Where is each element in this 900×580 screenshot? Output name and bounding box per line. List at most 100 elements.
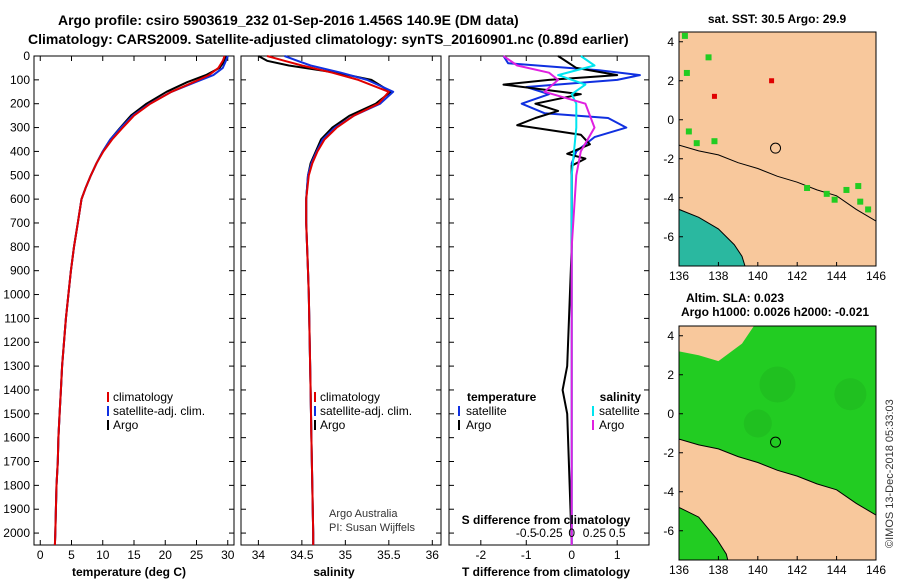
- legend-label: Argo: [599, 418, 625, 432]
- legend-label: satellite: [466, 404, 507, 418]
- y-tick-label: 200: [10, 97, 30, 111]
- y-tick-label: 1000: [3, 288, 30, 302]
- map-x-tick-label: 144: [827, 563, 847, 577]
- map-y-tick-label: -6: [663, 230, 674, 244]
- argo-position-marker: [770, 436, 782, 448]
- map-x-tick-label: 140: [748, 563, 768, 577]
- map-y-tick-label: 2: [667, 368, 674, 382]
- y-tick-label: 100: [10, 73, 30, 87]
- plot-frame: [448, 55, 650, 546]
- y-tick-label: 2000: [3, 526, 30, 540]
- series-line-argo: [53, 55, 228, 546]
- y-tick-label: 0: [23, 49, 30, 63]
- y-tick-label: 1800: [3, 478, 30, 492]
- series-line-climatology: [266, 55, 390, 545]
- s-tick-label: 0.5: [609, 526, 626, 540]
- map-x-tick-label: 146: [866, 563, 886, 577]
- plot-frame: [33, 55, 235, 546]
- map-frame: [678, 325, 877, 561]
- difference-panel: -2 -1 0 1 -0.5-0.25 0 0.25 0.5 temperature salini…: [448, 55, 650, 562]
- map-green-water: [679, 506, 729, 560]
- x-tick-label: 0: [568, 548, 575, 562]
- map-x-tick-label: 136: [669, 563, 689, 577]
- s-tick-label: -0.25: [535, 526, 563, 540]
- map-x-tick-label: 138: [708, 269, 728, 283]
- y-tick-label: 800: [10, 240, 30, 254]
- imos-watermark: ©IMOS 13-Dec-2018 05:33:03: [884, 399, 896, 548]
- map-x-tick-label: 140: [748, 269, 768, 283]
- s-tick-label: 0.25: [583, 526, 607, 540]
- map-x-tick-label: 146: [866, 269, 886, 283]
- y-tick-label: 1600: [3, 431, 30, 445]
- map-sla-anomaly: [743, 409, 772, 438]
- y-tick-label: 1100: [4, 311, 30, 325]
- x-tick-label: 25: [190, 548, 204, 562]
- x-tick-label: 34.5: [290, 548, 314, 562]
- legend-label: Argo: [113, 418, 139, 432]
- map-content: [679, 32, 876, 266]
- series-line-satellite-adj-clim-: [284, 55, 395, 545]
- plot-frame: [240, 55, 442, 546]
- legend-label: climatology: [320, 390, 380, 404]
- map-content: [679, 326, 876, 560]
- s-difference-label: S difference from climatology: [462, 513, 631, 527]
- x-tick-label: 1: [614, 548, 621, 562]
- map-green-cell: [831, 196, 838, 203]
- argo-position-marker: [770, 142, 782, 154]
- sst-map-panel: 136 138 140 142 144 146 4 2 0 -2 -4 -6: [663, 31, 886, 283]
- x-tick-label: 0: [37, 548, 44, 562]
- y-tick-label: 300: [10, 121, 30, 135]
- y-tick-label: 600: [10, 192, 30, 206]
- legend-label: Argo: [320, 418, 346, 432]
- map-teal-water: [679, 208, 746, 266]
- map-sla-anomaly: [759, 366, 796, 403]
- x-tick-label: 5: [68, 548, 75, 562]
- sla-map-title: Altim. SLA: 0.023: [686, 291, 784, 305]
- map-x-tick-label: 138: [708, 563, 728, 577]
- map-y-tick-label: 4: [667, 329, 674, 343]
- sla-map-panel: 136 138 140 142 144 146 4 2 0 -2 -4 -6: [663, 325, 886, 577]
- legend-label: Argo: [466, 418, 492, 432]
- salinity-panel: 34 34.5 35 35.5 36 climatologysatellite-adj. …: [240, 55, 442, 562]
- map-sla-anomaly: [834, 378, 867, 411]
- map-green-cell: [693, 140, 700, 147]
- map-green-cell: [705, 54, 712, 61]
- x-tick-label: 35.5: [377, 548, 401, 562]
- difference-xlabel: T difference from climatology: [462, 565, 630, 579]
- s-tick-label: 0: [568, 526, 575, 540]
- map-y-tick-label: -4: [663, 191, 674, 205]
- map-green-cell: [865, 206, 872, 213]
- series-line-satellite-adj-clim-: [53, 55, 229, 546]
- x-tick-label: 20: [159, 548, 173, 562]
- y-tick-label: 1400: [3, 383, 30, 397]
- map-frame: [678, 31, 877, 267]
- map-green-cell: [683, 69, 690, 76]
- map-x-tick-label: 142: [787, 269, 807, 283]
- map-x-tick-label: 142: [787, 563, 807, 577]
- legend-label: satellite-adj. clim.: [320, 404, 412, 418]
- credit-line-1: Argo Australia: [329, 508, 398, 520]
- legend-title: salinity: [600, 390, 642, 404]
- credit-line-2: PI: Susan Wijffels: [329, 522, 415, 534]
- sla-map-subtitle: Argo h1000: 0.0026 h2000: -0.021: [681, 305, 869, 319]
- legend-label: satellite-adj. clim.: [113, 404, 205, 418]
- x-tick-label: 10: [96, 548, 110, 562]
- s-tick-label: -0.5: [516, 526, 537, 540]
- y-tick-label: 500: [10, 168, 30, 182]
- title-line-2: Climatology: CARS2009. Satellite-adjuste…: [28, 31, 629, 47]
- map-green-cell: [681, 32, 688, 39]
- map-y-tick-label: 4: [667, 35, 674, 49]
- x-tick-label: 35: [339, 548, 353, 562]
- map-x-tick-label: 136: [669, 269, 689, 283]
- y-tick-label: 1300: [3, 359, 30, 373]
- map-x-tick-label: 144: [827, 269, 847, 283]
- x-tick-label: 34: [252, 548, 266, 562]
- map-land-new-guinea: [679, 438, 876, 560]
- series-line-s-argo: [502, 55, 596, 545]
- x-tick-label: 15: [127, 548, 141, 562]
- map-red-cell: [711, 93, 717, 99]
- legend-label: climatology: [113, 390, 173, 404]
- y-tick-label: 900: [10, 264, 30, 278]
- map-y-tick-label: -6: [663, 524, 674, 538]
